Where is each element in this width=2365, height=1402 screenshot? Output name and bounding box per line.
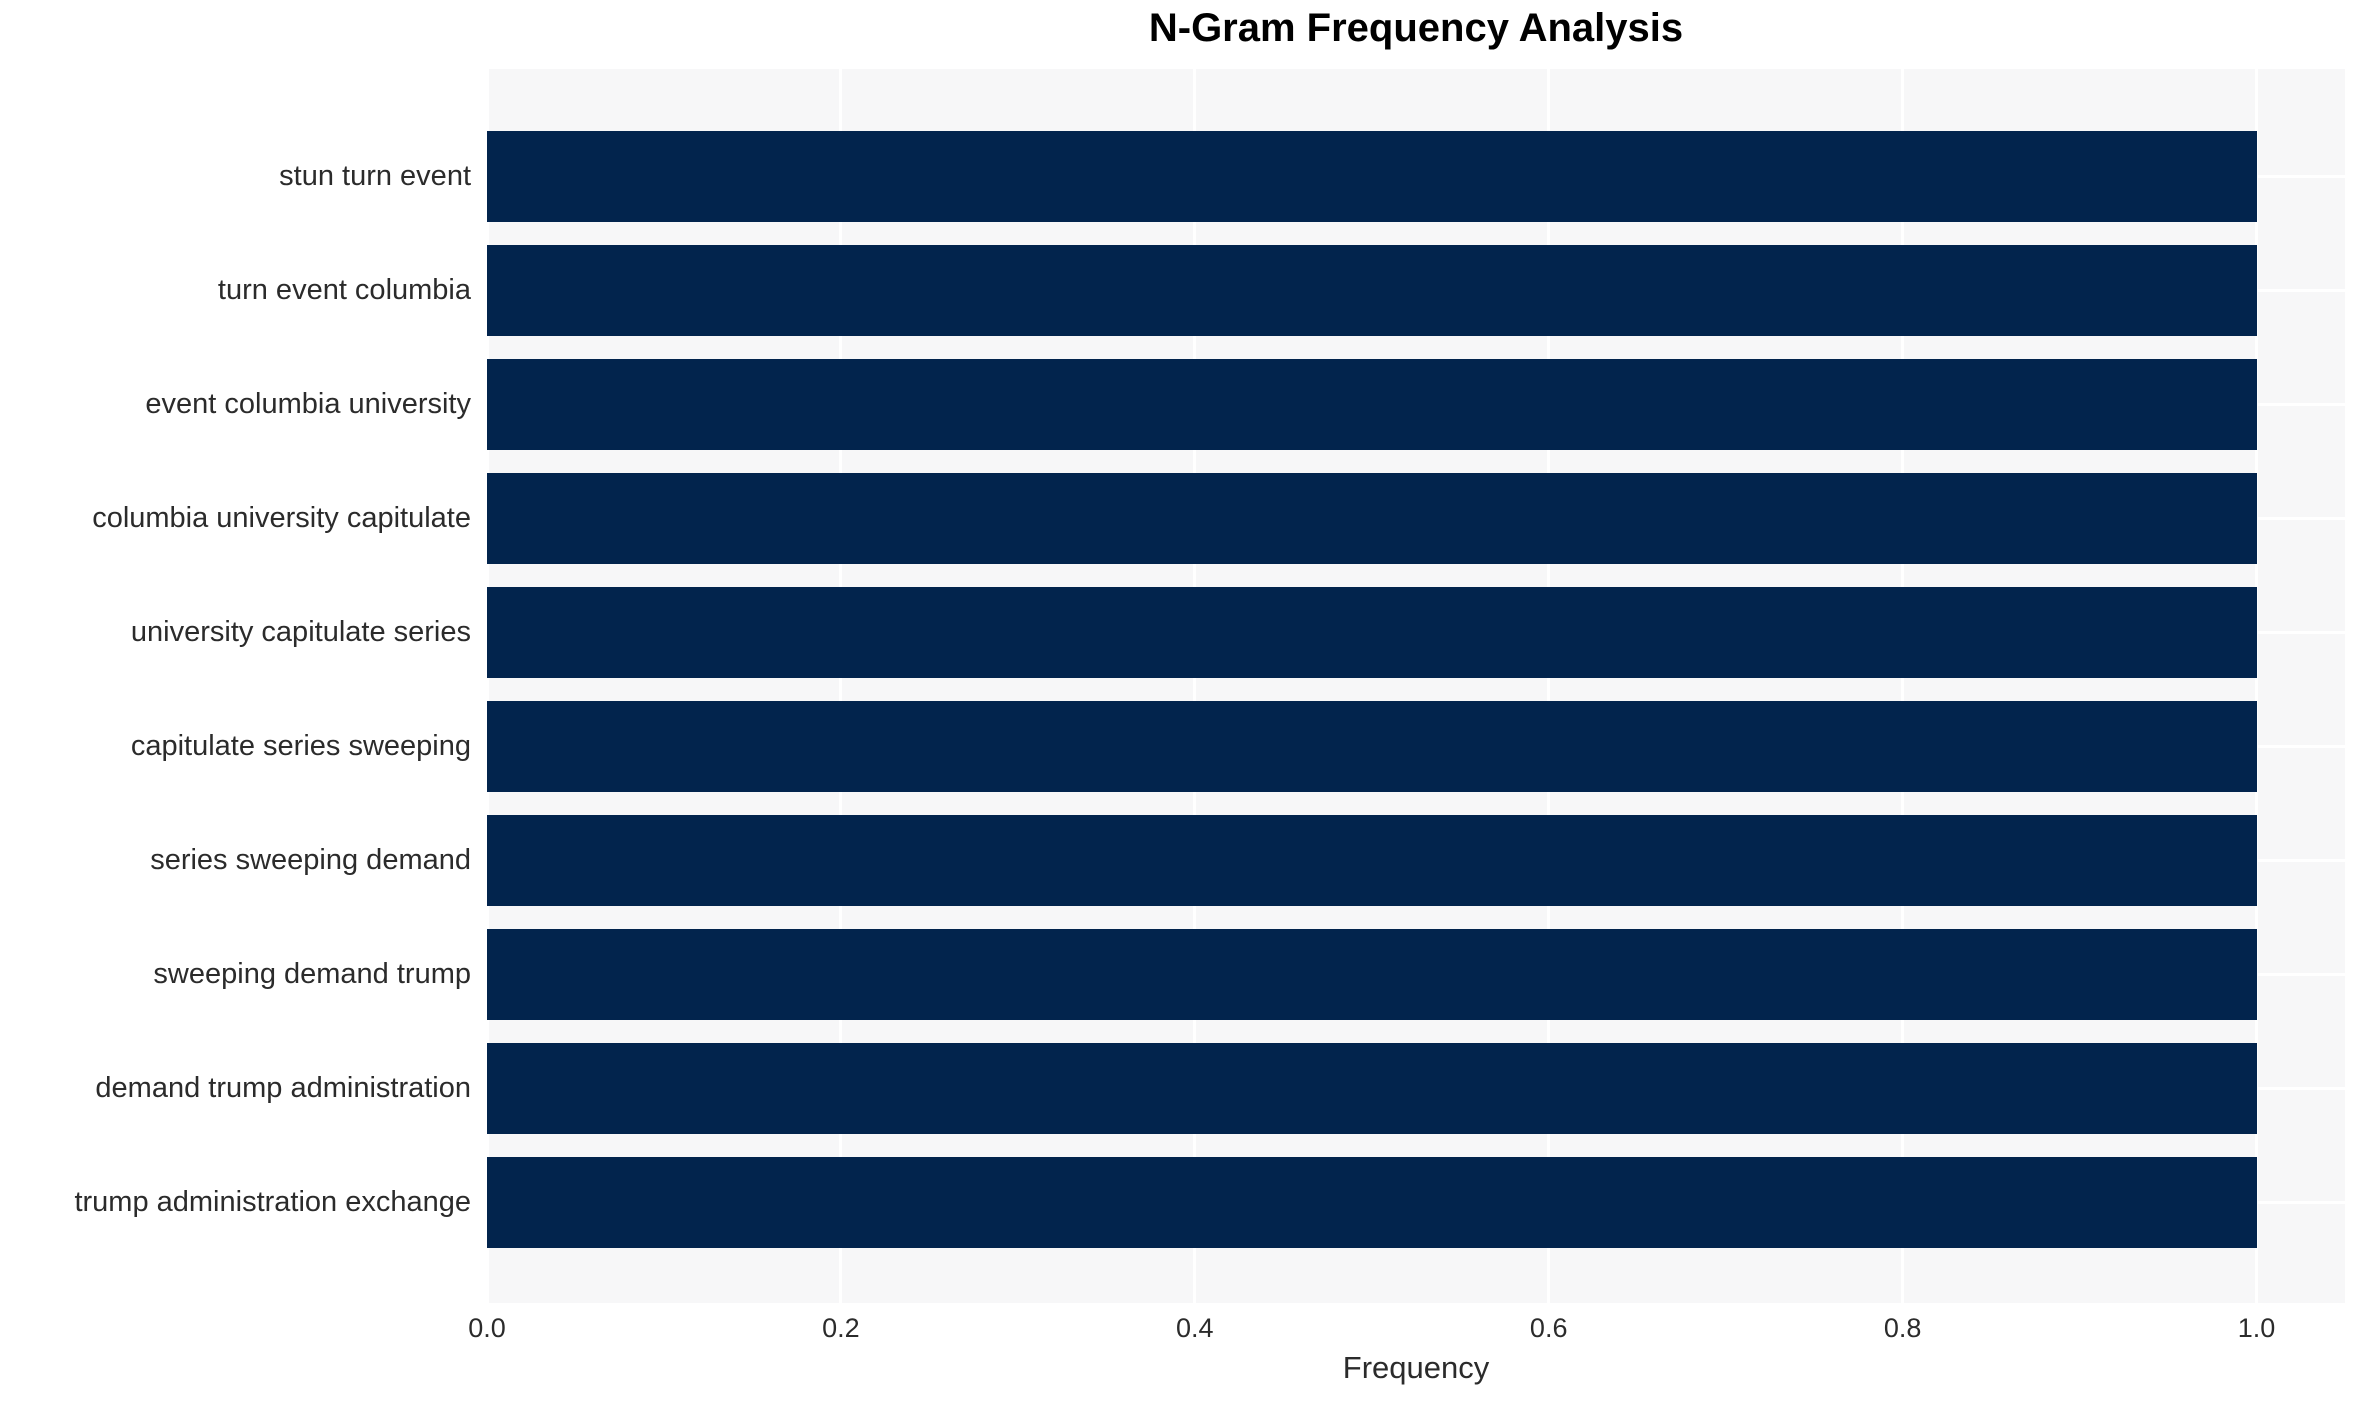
bar: [487, 472, 2257, 564]
category-label: capitulate series sweeping: [130, 730, 471, 762]
bar: [487, 130, 2257, 222]
bar: [487, 358, 2257, 450]
x-tick-label: 1.0: [2237, 1313, 2276, 1343]
chart-title: N-Gram Frequency Analysis: [1148, 6, 1684, 50]
bar: [487, 700, 2257, 792]
x-tick-label: 0.4: [1176, 1313, 1214, 1343]
x-axis-label: Frequency: [1342, 1350, 1490, 1385]
x-tick-label: 0.2: [822, 1313, 860, 1343]
vertical-gridline: [1193, 69, 1197, 1303]
category-label: sweeping demand trump: [153, 958, 471, 990]
bar: [487, 1156, 2257, 1248]
category-label: turn event columbia: [217, 274, 471, 306]
vertical-gridline: [1547, 69, 1551, 1303]
vertical-gridline: [487, 69, 489, 1303]
category-label: university capitulate series: [130, 616, 471, 648]
category-label: stun turn event: [279, 160, 471, 192]
x-tick-label: 0.0: [468, 1313, 506, 1343]
bar: [487, 928, 2257, 1020]
bar: [487, 814, 2257, 906]
category-label: trump administration exchange: [74, 1186, 471, 1218]
category-label: event columbia university: [145, 388, 471, 420]
category-label: series sweeping demand: [150, 844, 471, 876]
bar: [487, 586, 2257, 678]
vertical-gridline: [2255, 69, 2259, 1303]
category-label: demand trump administration: [95, 1072, 471, 1104]
x-tick-label: 0.6: [1529, 1313, 1568, 1343]
vertical-gridline: [839, 69, 843, 1303]
bar: [487, 1042, 2257, 1134]
plot-area: [487, 69, 2345, 1303]
x-tick-label: 0.8: [1883, 1313, 1922, 1343]
vertical-gridline: [1901, 69, 1905, 1303]
category-label: columbia university capitulate: [92, 502, 471, 534]
bar: [487, 244, 2257, 336]
